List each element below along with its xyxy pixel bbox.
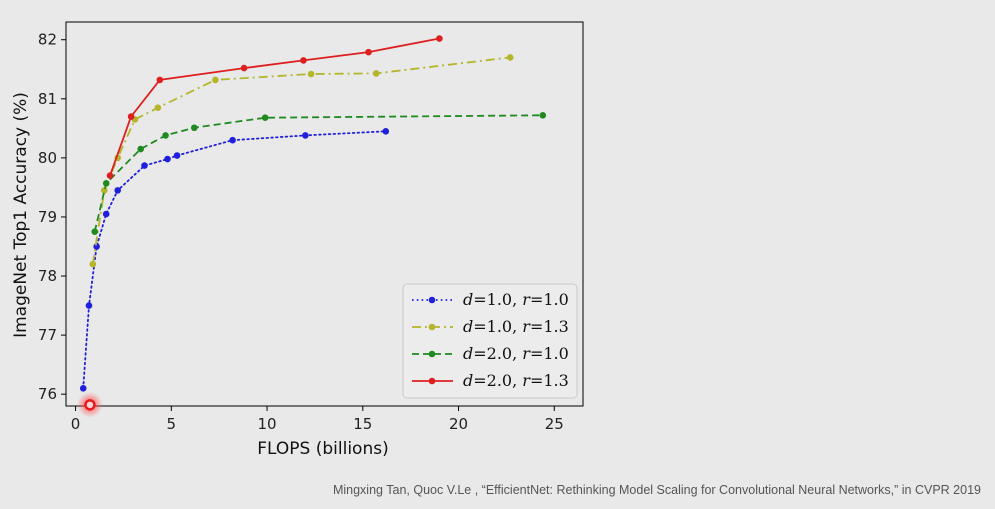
- data-point: [91, 228, 99, 236]
- y-axis-label: ImageNet Top1 Accuracy (%): [11, 92, 31, 338]
- data-point: [137, 145, 144, 153]
- series-3: [91, 112, 547, 236]
- data-point: [164, 155, 171, 163]
- data-point: [102, 179, 110, 187]
- data-point: [106, 172, 114, 179]
- legend-entry: d=1.0, r=1.0: [412, 290, 569, 309]
- data-point: [229, 136, 236, 144]
- legend-entry: d=2.0, r=1.0: [412, 344, 569, 363]
- data-point: [162, 132, 169, 139]
- x-tick-label: 10: [258, 415, 277, 433]
- x-axis-label: FLOPS (billions): [257, 439, 388, 459]
- data-point: [114, 187, 121, 194]
- data-point: [372, 70, 380, 77]
- legend: d=1.0, r=1.0 d=1.0, r=1.3 d=2.0, r=1.0 d=2.…: [402, 283, 578, 399]
- y-tick-label: 77: [38, 326, 57, 344]
- legend-entry: d=2.0, r=1.3: [412, 371, 569, 390]
- legend-swatch-marker: [428, 296, 436, 304]
- data-point: [300, 57, 307, 64]
- legend-label: d=2.0, r=1.0: [463, 344, 569, 363]
- data-point: [102, 210, 110, 218]
- data-point: [100, 187, 108, 194]
- legend-swatch-marker: [428, 323, 436, 331]
- x-tick-label: 5: [167, 415, 177, 433]
- data-point: [506, 54, 514, 61]
- data-point: [307, 70, 315, 78]
- legend-swatch-marker: [428, 350, 436, 358]
- y-tick-label: 79: [38, 208, 57, 226]
- y-tick-label: 81: [38, 90, 57, 108]
- data-point: [79, 384, 87, 392]
- data-point: [156, 76, 164, 84]
- x-tick-label: 20: [449, 415, 468, 433]
- data-point: [173, 152, 181, 159]
- x-tick-label: 0: [71, 415, 81, 433]
- series-4: [106, 35, 443, 179]
- y-tick-label: 76: [38, 385, 57, 403]
- legend-frame: [402, 283, 578, 399]
- data-point: [212, 76, 219, 84]
- data-point: [127, 113, 135, 120]
- legend-label: d=2.0, r=1.3: [463, 371, 569, 390]
- data-point: [85, 302, 93, 309]
- data-point: [190, 124, 198, 132]
- data-point: [89, 260, 97, 268]
- accuracy-vs-flops-chart: 0 5 10 15 20 25 76 77 78 79 80 81 82 FLOPS (billions…: [11, 21, 584, 459]
- data-point: [240, 64, 248, 72]
- data-point: [539, 112, 547, 119]
- y-tick-label: 78: [38, 267, 57, 285]
- data-point: [154, 104, 162, 111]
- y-tick-label: 80: [38, 149, 57, 167]
- y-tick-label: 82: [38, 31, 57, 49]
- data-point: [141, 162, 148, 169]
- legend-label: d=1.0, r=1.3: [463, 317, 569, 336]
- data-point: [261, 114, 269, 122]
- legend-label: d=1.0, r=1.0: [463, 290, 569, 309]
- data-point: [436, 35, 443, 42]
- data-point: [382, 127, 390, 135]
- x-tick-label: 15: [353, 415, 372, 433]
- legend-swatch-marker: [428, 377, 436, 385]
- citation: Mingxing Tan, Quoc V.Le , “EfficientNet:…: [332, 483, 981, 497]
- cursor-highlight-marker: [76, 391, 103, 418]
- x-tick-label: 25: [545, 415, 564, 433]
- legend-entry: d=1.0, r=1.3: [412, 317, 569, 336]
- data-point: [302, 132, 309, 139]
- data-point: [365, 48, 372, 56]
